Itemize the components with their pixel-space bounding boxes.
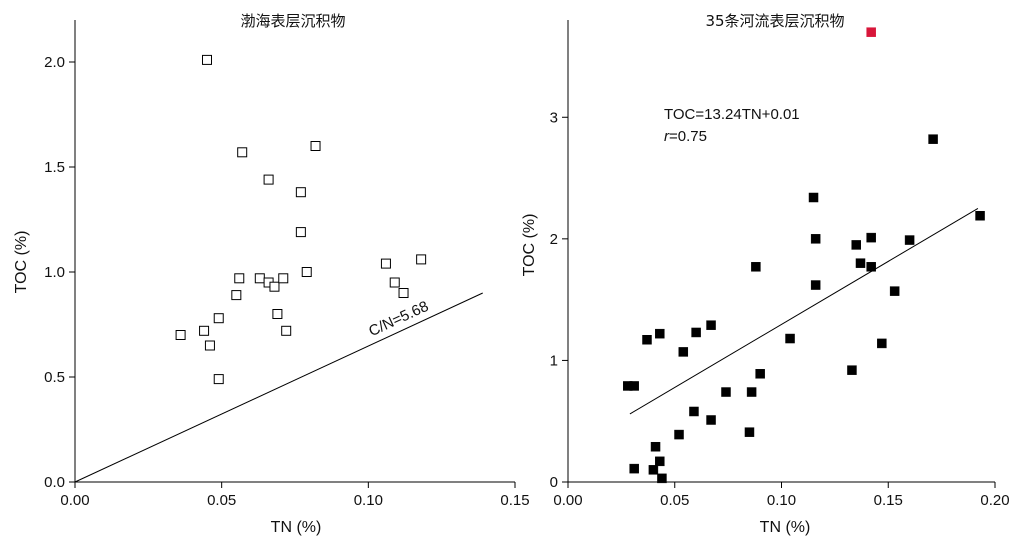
x-tick-label: 0.15: [874, 492, 903, 509]
data-point: [199, 325, 210, 336]
y-tick-label: 1: [550, 352, 558, 369]
y-tick-label: 1.5: [44, 159, 65, 176]
cn-ratio-label: C/N=5.68: [366, 298, 431, 340]
y-ticks: 0 1 2 3: [550, 109, 568, 491]
data-point: [706, 415, 716, 425]
x-tick-label: 0.15: [500, 492, 529, 509]
data-point: [746, 387, 757, 397]
y-tick-label: 1.0: [44, 264, 65, 281]
correlation-symbol: r: [664, 128, 670, 145]
y-ticks: 0.0 0.5 1.0 1.5 2.0: [44, 54, 75, 491]
y-tick-label: 0.5: [44, 369, 65, 386]
data-point: [301, 267, 312, 277]
chart-bohai: 渤海表层沉积物 0.0 0.5 1.0 1.5 2.0 0.00 0.05 0.10 0.15…: [13, 12, 530, 536]
x-ticks: 0.00 0.05 0.10 0.15 0.20: [553, 482, 1010, 509]
data-point: [678, 347, 689, 357]
x-axis-title: TN (%): [271, 519, 322, 536]
y-tick-label: 0: [550, 474, 558, 491]
data-point: [877, 338, 887, 349]
data-point: [657, 473, 667, 484]
y-tick-label: 3: [550, 109, 558, 126]
x-tick-label: 0.05: [207, 492, 236, 509]
data-point: [416, 254, 427, 265]
x-axis-title: TN (%): [760, 519, 811, 536]
data-point: [389, 277, 400, 288]
data-point: [213, 313, 224, 324]
data-point: [706, 320, 716, 330]
x-ticks: 0.00 0.05 0.10 0.15: [60, 482, 530, 509]
data-point: [655, 328, 665, 339]
correlation-value: =0.75: [669, 128, 707, 145]
data-point: [269, 281, 280, 292]
data-points: [175, 54, 427, 385]
data-point: [928, 134, 938, 144]
chart-title: 渤海表层沉积物: [240, 12, 345, 30]
data-point: [272, 309, 283, 319]
y-tick-label: 2: [550, 231, 558, 248]
data-point: [237, 147, 248, 158]
data-point: [204, 340, 215, 351]
data-point: [295, 227, 306, 238]
data-point: [689, 406, 699, 417]
x-tick-label: 0.10: [767, 492, 796, 509]
data-point: [175, 330, 186, 340]
data-point: [866, 262, 876, 272]
data-point: [674, 429, 684, 440]
y-tick-label: 0.0: [44, 474, 65, 491]
x-tick-label: 0.05: [660, 492, 689, 509]
data-point: [847, 365, 857, 375]
data-point: [889, 286, 900, 296]
data-point: [310, 141, 321, 151]
x-tick-label: 0.10: [354, 492, 383, 509]
data-point: [866, 232, 876, 243]
y-axis-title: TOC (%): [521, 214, 538, 277]
data-point: [851, 240, 861, 250]
data-point: [202, 54, 212, 65]
chart-rivers: 35条河流表层沉积物 0 1 2 3 0.00 0.05 0.10 0.15 0.20 TOC…: [521, 12, 1010, 536]
chart-title: 35条河流表层沉积物: [705, 12, 844, 30]
data-point: [785, 333, 795, 344]
data-point: [278, 273, 289, 284]
cn-ratio-line: [74, 292, 483, 483]
regression-equation: TOC=13.24TN+0.01: [664, 106, 800, 123]
data-point: [721, 387, 731, 397]
data-point: [650, 441, 661, 452]
y-tick-label: 2.0: [44, 54, 65, 71]
data-point: [810, 234, 821, 244]
data-point: [213, 374, 224, 385]
data-point: [398, 288, 409, 298]
x-tick-label: 0.00: [553, 492, 582, 509]
data-point: [380, 258, 391, 269]
data-point: [655, 456, 665, 467]
regression-line: [629, 208, 979, 415]
data-point: [281, 325, 292, 336]
data-point: [231, 290, 242, 301]
data-points: [623, 27, 985, 484]
data-point: [254, 273, 265, 284]
data-point: [751, 262, 761, 272]
data-point: [234, 273, 245, 284]
highlighted-data-point: [866, 27, 876, 37]
data-point: [295, 187, 306, 198]
data-point: [904, 235, 915, 245]
data-point: [691, 327, 701, 338]
correlation-label: r=0.75: [664, 128, 707, 145]
data-point: [629, 463, 639, 474]
x-tick-label: 0.00: [60, 492, 89, 509]
data-point: [744, 427, 755, 437]
data-point: [975, 210, 985, 221]
data-point: [642, 335, 652, 345]
data-point: [808, 192, 819, 203]
data-point: [648, 465, 659, 475]
x-tick-label: 0.20: [980, 492, 1009, 509]
data-point: [629, 381, 639, 391]
data-point: [855, 258, 866, 268]
y-axis-title: TOC (%): [13, 231, 30, 294]
data-point: [263, 174, 274, 185]
data-point: [755, 369, 765, 379]
data-point: [810, 280, 821, 290]
